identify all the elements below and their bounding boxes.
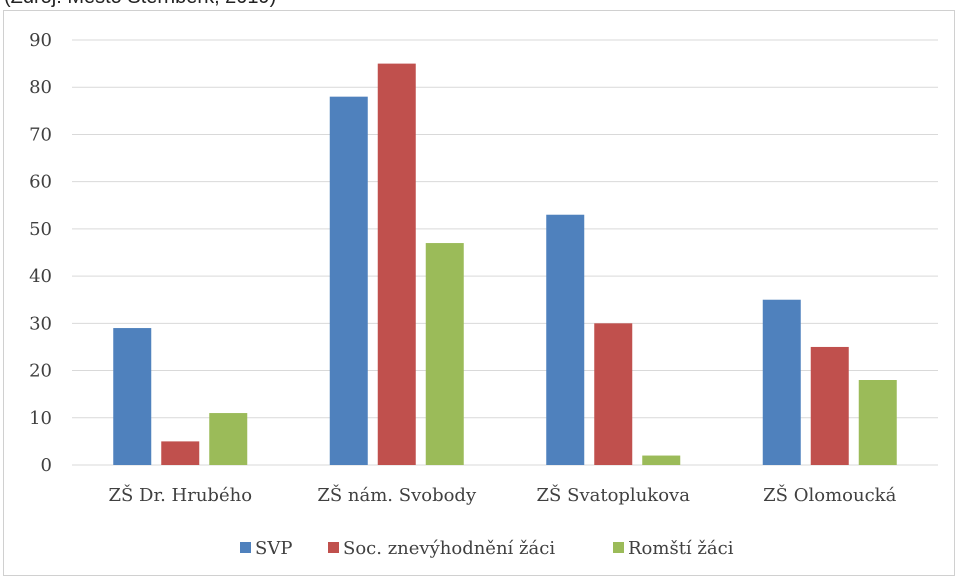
legend-swatch: [328, 542, 339, 553]
bar: [161, 441, 200, 465]
bar: [425, 243, 464, 465]
chart-frame: [3, 10, 955, 576]
y-tick-label: 30: [29, 313, 52, 334]
bar: [762, 299, 801, 465]
bar: [642, 455, 681, 465]
legend: SVP Soc. znevýhodnění žáci Romští žáci: [240, 538, 734, 559]
y-tick-label: 90: [29, 30, 52, 51]
x-category-label: ZŠ Olomoucká: [763, 483, 896, 506]
legend-swatch: [613, 542, 624, 553]
bar: [594, 323, 633, 465]
bar: [810, 346, 849, 465]
y-tick-label: 80: [29, 77, 52, 98]
y-tick-label: 50: [29, 219, 52, 240]
y-tick-label: 60: [29, 172, 52, 193]
bar: [377, 63, 416, 465]
x-category-label: ZŠ Dr. Hrubého: [108, 483, 252, 506]
legend-swatch: [240, 542, 251, 553]
legend-label: SVP: [255, 538, 292, 559]
bar: [546, 214, 585, 465]
y-tick-label: 70: [29, 124, 52, 145]
legend-label: Soc. znevýhodnění žáci: [343, 538, 555, 559]
bar: [858, 380, 897, 465]
y-tick-label: 20: [29, 361, 52, 382]
x-axis-categories: ZŠ Dr. Hrubého ZŠ nám. Svobody ZŠ Svatoplu…: [108, 483, 896, 506]
x-category-label: ZŠ Svatoplukova: [537, 483, 691, 506]
y-axis-ticks: 0 10 20 30 40 50 60 70 80 90: [29, 30, 52, 476]
gridlines: [72, 39, 938, 466]
legend-label: Romští žáci: [628, 538, 734, 559]
bar: [329, 96, 368, 466]
bar: [209, 413, 248, 465]
y-tick-label: 10: [29, 408, 52, 429]
chart-source-caption: (Zdroj: Město Šternberk, 2019): [4, 0, 276, 9]
bars: [113, 63, 897, 466]
y-tick-label: 40: [29, 266, 52, 287]
x-category-label: ZŠ nám. Svobody: [317, 483, 477, 506]
bar: [113, 328, 152, 465]
y-tick-label: 0: [41, 455, 52, 476]
